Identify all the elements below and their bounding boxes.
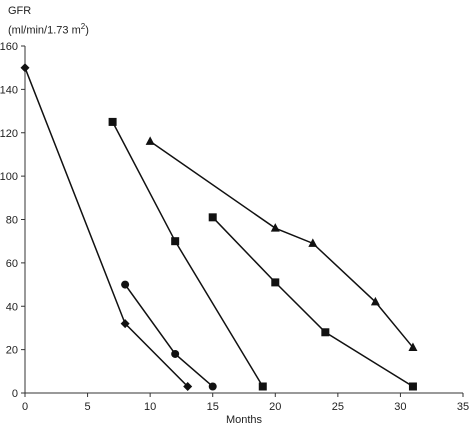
y-axis-title-unit-prefix: (ml/min/1.73 m — [8, 24, 81, 37]
triangle-marker — [308, 238, 318, 247]
series-line — [124, 284, 214, 388]
x-tick-label: 10 — [144, 401, 156, 413]
circle-marker — [208, 382, 217, 391]
series-1 — [20, 63, 193, 391]
axes: 0 20 40 60 80 100 120 140 160 0 5 10 15 20 25 30 35 — [0, 41, 469, 413]
y-tick-label: 80 — [6, 215, 18, 227]
y-tick-label: 40 — [6, 301, 18, 313]
series-line — [212, 216, 414, 388]
series-4 — [208, 213, 417, 391]
circle-marker — [171, 349, 180, 358]
square-marker — [408, 382, 417, 391]
y-axis-title-unit-sup: 2 — [80, 22, 86, 31]
square-marker — [258, 382, 267, 391]
y-axis-title-unit-suffix: ) — [85, 24, 89, 37]
y-tick-label: 20 — [6, 345, 18, 357]
series-line — [111, 121, 264, 387]
x-tick-label: 25 — [332, 401, 344, 413]
y-tick-label: 60 — [6, 258, 18, 270]
square-marker — [271, 278, 280, 287]
y-tick-label: 100 — [0, 171, 18, 183]
triangle-marker — [145, 136, 155, 145]
x-tick-label: 30 — [394, 401, 406, 413]
x-tick-label: 20 — [269, 401, 281, 413]
triangle-marker — [370, 296, 380, 306]
square-marker — [321, 328, 330, 337]
y-tick-label: 140 — [0, 84, 18, 96]
triangle-marker — [408, 342, 418, 351]
square-marker — [108, 117, 117, 126]
triangle-marker — [270, 223, 280, 232]
diamond-marker — [183, 381, 193, 391]
y-tick-label: 0 — [12, 388, 18, 400]
series-2 — [121, 280, 217, 391]
y-axis-title: GFR (ml/min/1.73 m2) — [8, 4, 89, 39]
x-tick-label: 15 — [207, 401, 219, 413]
diamond-marker — [120, 319, 130, 329]
y-tick-label: 120 — [0, 128, 18, 140]
series-line — [149, 140, 414, 348]
x-axis-title: Months — [226, 414, 263, 425]
y-axis-title-line2: (ml/min/1.73 m2) — [8, 19, 89, 39]
series-5 — [145, 136, 418, 351]
x-tick-label: 0 — [22, 401, 28, 413]
y-axis-title-line1: GFR — [8, 5, 32, 17]
square-marker — [208, 213, 217, 222]
x-tick-label: 35 — [457, 401, 469, 413]
y-tick-label: 160 — [0, 41, 18, 53]
circle-marker — [121, 280, 130, 289]
diamond-marker — [20, 63, 30, 73]
series-layer — [20, 63, 418, 391]
series-3 — [108, 117, 267, 391]
x-tick-label: 5 — [85, 401, 91, 413]
square-marker — [171, 237, 180, 246]
